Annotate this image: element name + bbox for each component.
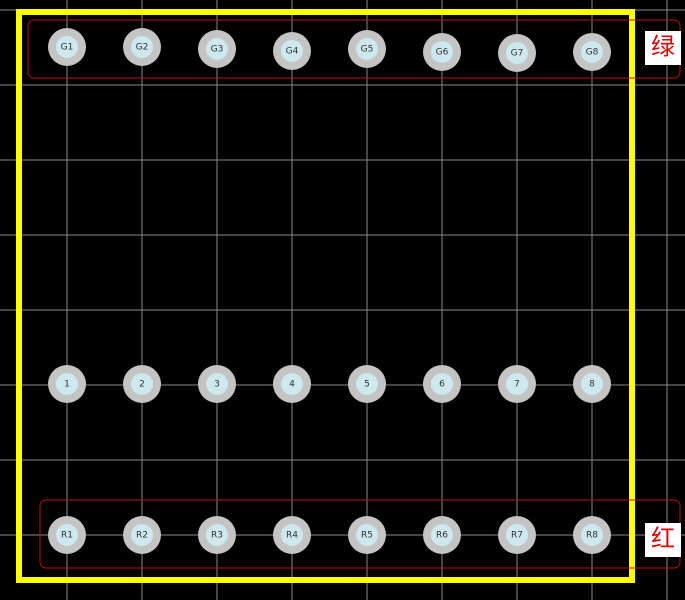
pad-label: G8 — [586, 48, 599, 58]
pad-hole — [56, 524, 78, 546]
board-outline — [16, 9, 635, 583]
pad-label: G5 — [361, 45, 374, 55]
pad-hole — [506, 524, 528, 546]
pad-label: G1 — [61, 43, 74, 53]
pad-hole — [131, 36, 153, 58]
pad-label: G2 — [136, 43, 149, 53]
pad-label: R3 — [211, 531, 223, 541]
pad-label: 3 — [214, 380, 220, 390]
pad-label: G7 — [511, 49, 524, 59]
pad-label: R7 — [511, 531, 523, 541]
pads: G1 G2 G3 G4 G5 G6 G7 G8 1 2 3 4 5 6 7 8 R1 R2 R3 R4 R5 R6 R7 R8 — [48, 28, 611, 554]
pad-label: G3 — [211, 45, 224, 55]
pad-hole — [581, 373, 603, 395]
pad-hole — [431, 373, 453, 395]
pad-label: G4 — [286, 47, 299, 57]
pad-hole — [206, 524, 228, 546]
pad-hole — [581, 41, 603, 63]
pad-hole — [206, 373, 228, 395]
pad-hole — [506, 373, 528, 395]
row-label-box — [645, 523, 681, 557]
pad-label: G6 — [436, 48, 449, 58]
pad-hole — [356, 373, 378, 395]
pad-hole — [131, 373, 153, 395]
pad-hole — [56, 373, 78, 395]
pad-label: R5 — [361, 531, 373, 541]
pad-hole — [356, 38, 378, 60]
pad-hole — [431, 524, 453, 546]
pad-hole — [281, 524, 303, 546]
row-label: 红 — [651, 525, 675, 553]
row-label-box — [645, 31, 681, 65]
pad-label: 1 — [64, 380, 70, 390]
row-label: 绿 — [651, 33, 675, 61]
pad-label: R2 — [136, 531, 148, 541]
pad-label: R1 — [61, 531, 73, 541]
pad-label: 8 — [589, 380, 595, 390]
pad-hole — [281, 373, 303, 395]
pad-hole — [356, 524, 378, 546]
pad-hole — [281, 40, 303, 62]
pad-label: R8 — [586, 531, 598, 541]
pad-label: R6 — [436, 531, 448, 541]
pad-label: R4 — [286, 531, 298, 541]
pad-label: 6 — [439, 380, 445, 390]
pad-hole — [431, 41, 453, 63]
pad-label: 2 — [139, 380, 145, 390]
pad-hole — [131, 524, 153, 546]
pad-hole — [581, 524, 603, 546]
pad-label: 4 — [289, 380, 295, 390]
pad-hole — [206, 38, 228, 60]
pad-hole — [506, 42, 528, 64]
pad-label: 5 — [364, 380, 370, 390]
pad-label: 7 — [514, 380, 520, 390]
pad-hole — [56, 36, 78, 58]
